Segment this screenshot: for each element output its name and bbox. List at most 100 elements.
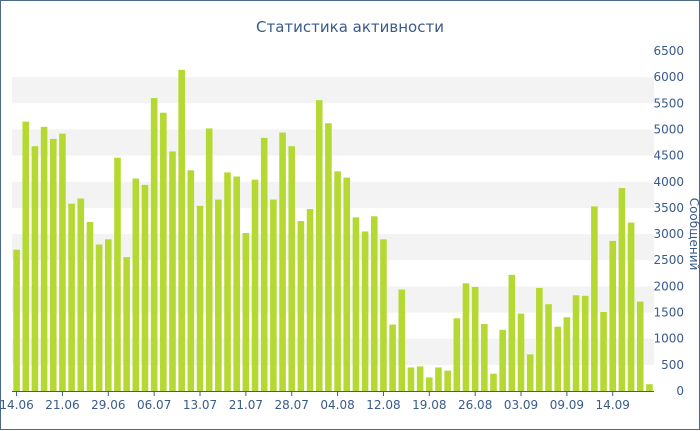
bar (591, 206, 598, 391)
bar (141, 184, 149, 391)
bar (361, 231, 369, 391)
x-tick-label: 26.08 (458, 398, 492, 412)
bar (187, 170, 195, 391)
bar (13, 249, 20, 391)
bar (104, 239, 112, 391)
bar (389, 324, 396, 391)
bar (31, 146, 39, 391)
bar (627, 222, 635, 391)
grid-bands (12, 77, 654, 365)
y-tick-label: 3500 (653, 201, 684, 215)
bar (205, 128, 213, 391)
y-tick-label: 500 (661, 358, 684, 372)
bar (343, 177, 351, 391)
y-tick-label: 3000 (653, 227, 684, 241)
bar (646, 384, 653, 391)
bar (49, 138, 57, 391)
bar (251, 179, 259, 391)
y-axis-ticks: 0 500 1000 1500 2000 2500 3000 3500 4000 4500 5000… (653, 44, 684, 398)
bar (545, 304, 552, 391)
x-tick-label: 28.07 (275, 398, 309, 412)
bar (334, 171, 341, 391)
bar (59, 133, 66, 391)
bar (178, 69, 185, 391)
bar (114, 157, 121, 391)
x-tick-label: 06.07 (137, 398, 171, 412)
bar (398, 289, 406, 391)
bar (123, 257, 130, 391)
bar (425, 377, 433, 391)
bar (196, 205, 204, 391)
bar (288, 146, 296, 391)
bar (86, 222, 94, 391)
bar (77, 198, 85, 391)
bar (526, 354, 534, 391)
bar (453, 318, 461, 391)
bar (435, 367, 442, 391)
bar (636, 301, 644, 391)
bar (40, 126, 48, 391)
x-tick-label: 14.09 (596, 398, 630, 412)
bar (572, 295, 580, 391)
x-tick-label: 21.07 (229, 398, 263, 412)
bar (270, 199, 277, 391)
bar (600, 312, 607, 391)
bar (462, 283, 470, 391)
bar (609, 240, 617, 391)
bar (499, 329, 506, 391)
chart-title: Статистика активности (256, 18, 444, 36)
bar (352, 217, 360, 391)
y-tick-label: 2500 (653, 253, 684, 267)
bar (370, 216, 378, 391)
bar (279, 132, 286, 391)
grid-band (12, 77, 654, 104)
bar (554, 326, 562, 391)
bar (517, 313, 525, 391)
x-tick-label: 14.06 (1, 398, 34, 412)
bar (416, 366, 424, 391)
x-tick-label: 21.06 (45, 398, 79, 412)
bar (581, 295, 589, 391)
bar (536, 287, 543, 391)
y-tick-label: 4000 (653, 175, 684, 189)
bar (618, 188, 626, 391)
x-tick-label: 19.08 (412, 398, 446, 412)
x-tick-label: 12.08 (366, 398, 400, 412)
bar (563, 317, 571, 391)
x-tick-label: 13.07 (183, 398, 217, 412)
bar (297, 221, 305, 391)
y-tick-label: 2000 (653, 279, 684, 293)
bars (13, 69, 653, 392)
x-tick-label: 03.09 (504, 398, 538, 412)
bar (68, 203, 75, 391)
y-tick-label: 5500 (653, 96, 684, 110)
y-tick-label: 1000 (653, 332, 684, 346)
y-tick-label: 5000 (653, 122, 684, 136)
x-tick-label: 09.09 (550, 398, 584, 412)
bar (260, 137, 268, 391)
y-tick-label: 6500 (653, 44, 684, 58)
bar (150, 98, 158, 392)
bar (224, 172, 231, 391)
bar (325, 123, 332, 391)
y-tick-label: 0 (676, 384, 684, 398)
y-tick-label: 1500 (653, 306, 684, 320)
x-tick-label: 04.08 (320, 398, 354, 412)
bar (95, 244, 103, 391)
bar (132, 178, 140, 391)
bar (233, 176, 241, 391)
bar (380, 239, 387, 391)
grid-band (12, 181, 654, 208)
bar (490, 373, 497, 391)
bar (22, 121, 30, 391)
x-tick-label: 29.06 (91, 398, 125, 412)
bar (315, 100, 323, 392)
y-tick-label: 6000 (653, 70, 684, 84)
bar (215, 199, 222, 391)
bar (481, 324, 488, 391)
bar (444, 370, 451, 391)
x-axis-ticks: 14.06 21.06 29.06 06.07 13.07 21.07 28.07 04.08… (1, 391, 630, 412)
bar (169, 151, 176, 391)
